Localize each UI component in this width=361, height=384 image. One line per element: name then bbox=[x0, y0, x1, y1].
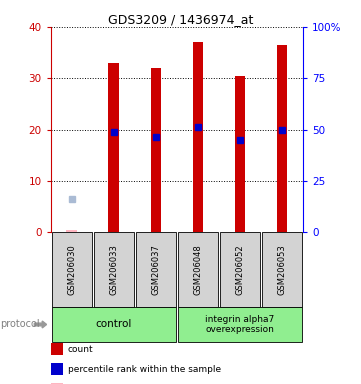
Text: GSM206048: GSM206048 bbox=[193, 244, 203, 295]
Bar bbox=[193, 42, 203, 232]
Text: GSM206052: GSM206052 bbox=[236, 245, 244, 295]
Bar bbox=[108, 63, 119, 232]
Bar bbox=[151, 68, 161, 232]
Text: GSM206053: GSM206053 bbox=[278, 244, 287, 295]
Text: GSM206033: GSM206033 bbox=[109, 244, 118, 295]
Bar bbox=[277, 45, 287, 232]
Text: integrin alpha7
overexpression: integrin alpha7 overexpression bbox=[205, 315, 275, 334]
Bar bbox=[235, 76, 245, 232]
Text: percentile rank within the sample: percentile rank within the sample bbox=[68, 364, 221, 374]
Text: control: control bbox=[96, 319, 132, 329]
Text: GDS3209 / 1436974_at: GDS3209 / 1436974_at bbox=[108, 13, 253, 26]
Text: protocol: protocol bbox=[0, 319, 40, 329]
Text: GSM206037: GSM206037 bbox=[151, 244, 160, 295]
Bar bbox=[66, 230, 77, 232]
Text: GSM206030: GSM206030 bbox=[67, 244, 76, 295]
Text: count: count bbox=[68, 344, 93, 354]
